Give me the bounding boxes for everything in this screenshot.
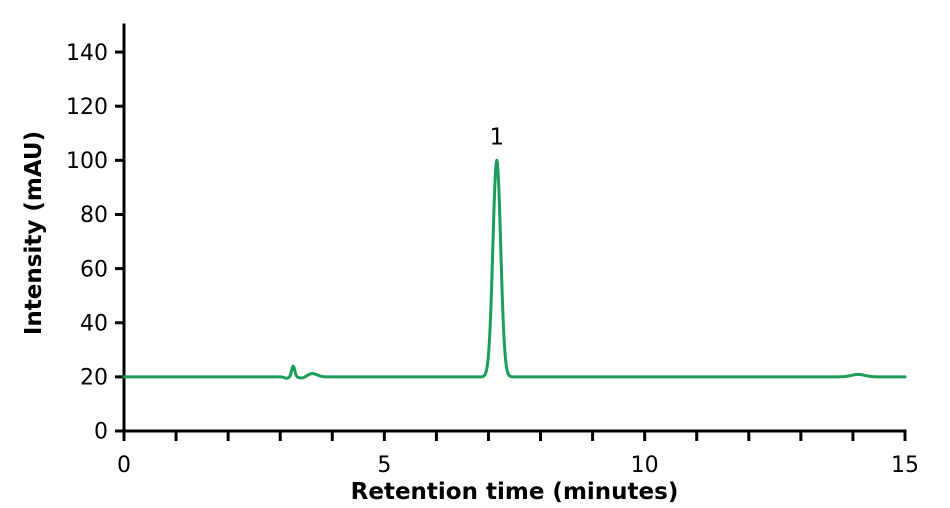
x-tick-label: 15	[891, 453, 919, 478]
y-tick-label: 80	[80, 203, 108, 228]
y-tick-label: 100	[66, 149, 108, 174]
y-axis-title: Intensity (mAU)	[21, 130, 47, 336]
x-tick-label: 5	[377, 453, 391, 478]
y-tick-label: 140	[66, 41, 108, 66]
chromatogram-trace	[122, 158, 907, 380]
peak-label: 1	[489, 124, 504, 150]
x-tick-label: 10	[631, 453, 659, 478]
y-tick-label: 40	[80, 311, 108, 336]
y-tick-label: 0	[94, 420, 108, 445]
x-axis-title: Retention time (minutes)	[350, 479, 679, 505]
y-tick-label: 60	[80, 257, 108, 282]
x-tick-label: 0	[117, 453, 131, 478]
y-tick-label: 20	[80, 366, 108, 391]
axis-spines	[122, 23, 907, 433]
y-tick-label: 120	[66, 95, 108, 120]
